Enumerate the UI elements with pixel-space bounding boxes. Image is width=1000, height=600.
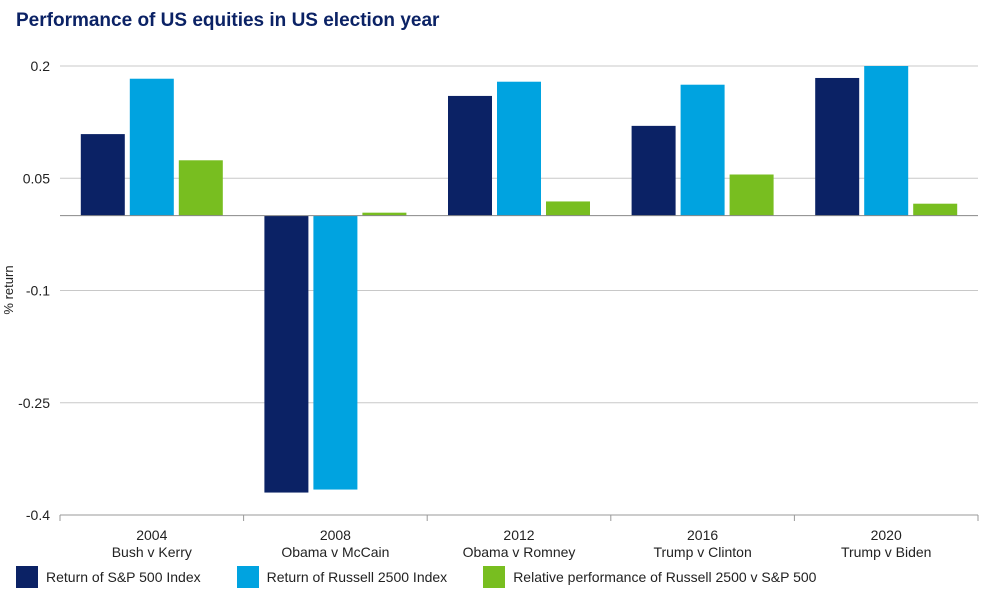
- bar-2012-series-1: [448, 95, 492, 216]
- legend-item-series-2: Return of Russell 2500 Index: [236, 566, 448, 588]
- y-tick-label: -0.1: [26, 283, 50, 299]
- bar-2008-series-3: [362, 212, 407, 216]
- x-tick-label: Obama v Romney: [463, 544, 576, 560]
- x-tick-label: Obama v McCain: [281, 544, 389, 560]
- bar-2016-series-1: [631, 125, 676, 216]
- y-tick-label: 0.05: [23, 170, 50, 186]
- bar-2004-series-1: [80, 134, 125, 216]
- legend: Return of S&P 500 Index Return of Russell…: [16, 565, 852, 589]
- y-tick-label: -0.4: [26, 507, 50, 523]
- legend-item-series-1: Return of S&P 500 Index: [16, 566, 201, 588]
- x-tick-label: Trump v Biden: [841, 544, 932, 560]
- y-axis-label: % return: [1, 265, 16, 314]
- bar-2020-series-1: [815, 77, 860, 216]
- x-tick-label: Trump v Clinton: [653, 544, 751, 560]
- bar-2020-series-2: [864, 66, 909, 216]
- chart-title: Performance of US equities in US electio…: [16, 10, 440, 31]
- x-tick-year: 2012: [503, 527, 534, 543]
- y-axis-ticks: 0.2 0.05 -0.1 -0.25 -0.4: [18, 58, 50, 523]
- legend-swatch: [16, 566, 38, 588]
- legend-label: Return of Russell 2500 Index: [266, 569, 448, 585]
- x-tick-year: 2016: [687, 527, 718, 543]
- legend-swatch: [483, 566, 506, 588]
- y-tick-label: -0.25: [18, 395, 50, 411]
- bar-2016-series-3: [729, 174, 774, 216]
- bars: [80, 66, 958, 493]
- x-tick-label: Bush v Kerry: [112, 544, 192, 560]
- bar-2008-series-2: [313, 215, 358, 490]
- bar-2008-series-1: [264, 215, 309, 493]
- bar-2004-series-3: [178, 160, 223, 216]
- bar-2016-series-2: [680, 84, 725, 216]
- bar-2012-series-3: [546, 201, 590, 216]
- legend-item-series-3: Relative performance of Russell 2500 v S…: [483, 566, 816, 588]
- x-tick-year: 2008: [320, 527, 351, 543]
- legend-label: Return of S&P 500 Index: [46, 569, 201, 585]
- bar-2020-series-3: [913, 203, 958, 216]
- legend-label: Relative performance of Russell 2500 v S…: [513, 569, 817, 585]
- bar-2004-series-2: [129, 78, 174, 216]
- bar-2012-series-2: [497, 81, 541, 216]
- legend-swatch: [236, 566, 259, 588]
- x-tick-year: 2004: [136, 527, 167, 543]
- y-tick-label: 0.2: [31, 58, 51, 74]
- x-tick-year: 2020: [871, 527, 902, 543]
